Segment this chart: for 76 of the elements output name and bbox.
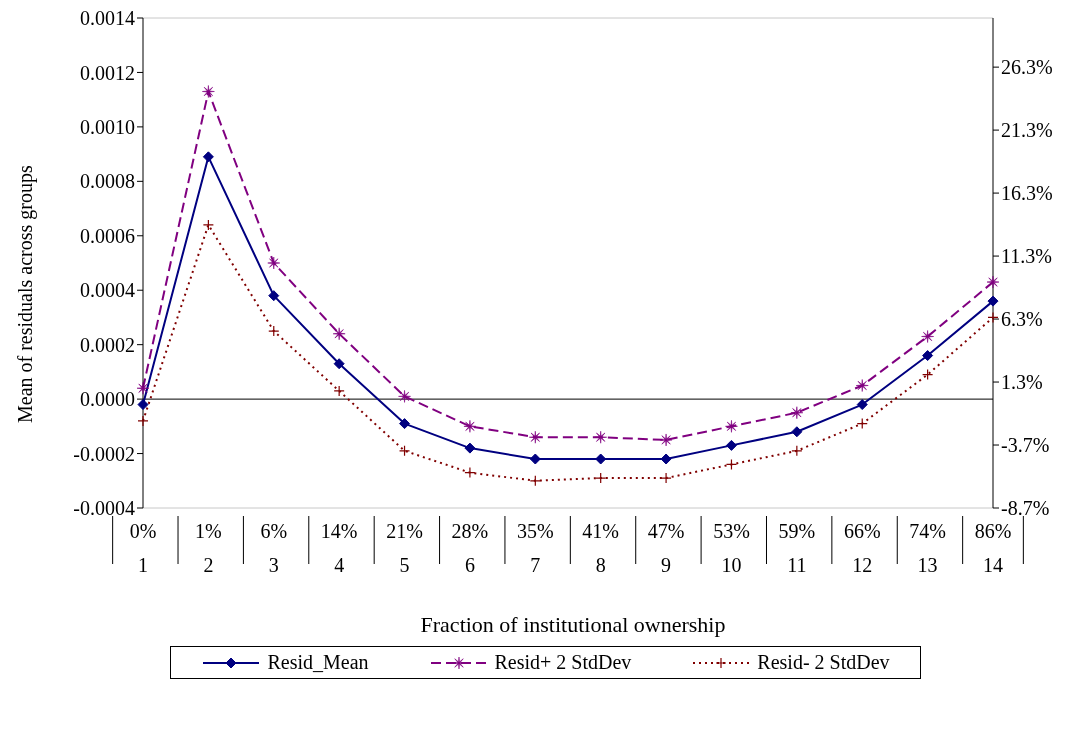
- point: [791, 426, 803, 438]
- point: [399, 418, 411, 430]
- y-tick-label: 0.0010: [80, 115, 135, 138]
- y-tick-label: -0.0004: [73, 497, 135, 520]
- y2-tick-label: -8.7%: [1001, 497, 1050, 520]
- x-tick-label: 35% 7: [516, 520, 554, 576]
- point: [725, 458, 738, 471]
- x-tick-label: 28% 6: [451, 520, 489, 576]
- point: [725, 439, 737, 451]
- x-tick-label: 59% 11: [778, 520, 816, 576]
- x-tick-label: 41% 8: [582, 520, 620, 576]
- point: [856, 418, 868, 430]
- y2-tick-label: 11.3%: [1001, 245, 1052, 268]
- y-tick-label: -0.0002: [73, 442, 135, 465]
- x-axis-title: Fraction of institutional ownership: [419, 612, 727, 638]
- point: [464, 442, 476, 454]
- point: [333, 358, 345, 370]
- point: [595, 472, 607, 484]
- y-tick-label: 0.0002: [80, 333, 135, 356]
- x-tick-label: 74% 13: [909, 520, 946, 576]
- point: [268, 325, 280, 337]
- point: [332, 327, 346, 341]
- y2-tick-label: 26.3%: [1001, 56, 1053, 79]
- y2-tick-label: 16.3%: [1001, 182, 1053, 205]
- point: [791, 445, 803, 457]
- y2-tick-label: -3.7%: [1001, 434, 1050, 457]
- y-tick-label: 0.0008: [80, 170, 135, 193]
- point: [398, 390, 411, 403]
- y-tick-label: 0.0012: [80, 61, 135, 84]
- point: [987, 295, 999, 307]
- point: [333, 385, 345, 397]
- x-tick-label: 0% 1: [129, 520, 157, 576]
- point: [529, 453, 541, 465]
- point: [921, 330, 934, 343]
- legend-label: Resid_Mean: [267, 651, 369, 674]
- legend-label: Resid- 2 StdDev: [757, 651, 890, 674]
- x-tick-label: 86% 14: [974, 520, 1012, 576]
- point: [922, 350, 934, 362]
- point: [659, 433, 673, 447]
- point: [790, 406, 804, 420]
- point: [529, 430, 542, 444]
- x-tick-label: 66% 12: [843, 520, 881, 576]
- point: [202, 151, 214, 163]
- y2-tick-label: 1.3%: [1001, 371, 1043, 394]
- point: [202, 85, 215, 98]
- point: [137, 415, 149, 427]
- y2-tick-label: 6.3%: [1001, 308, 1043, 331]
- y2-tick-label: 21.3%: [1001, 119, 1053, 142]
- y-tick-label: 0.0014: [80, 7, 135, 30]
- point: [725, 420, 738, 433]
- point: [136, 381, 150, 395]
- point: [267, 256, 281, 270]
- point: [922, 369, 934, 381]
- point: [464, 467, 476, 479]
- point: [987, 311, 999, 324]
- legend-label: Resid+ 2 StdDev: [494, 651, 632, 674]
- x-tick-label: 14% 4: [320, 520, 358, 576]
- point: [660, 472, 672, 484]
- y-axis-title: Mean of residuals across groups: [14, 165, 38, 423]
- point: [594, 430, 607, 444]
- point: [398, 445, 411, 457]
- point: [986, 275, 1000, 289]
- point: [463, 420, 477, 433]
- y-tick-label: 0.0006: [80, 224, 135, 247]
- point: [855, 379, 869, 392]
- point: [856, 399, 868, 411]
- y-tick-label: 0.0004: [80, 279, 135, 302]
- point: [202, 219, 214, 231]
- x-tick-label: 21% 5: [386, 520, 423, 576]
- y-tick-label: 0.0000: [80, 388, 135, 411]
- x-tick-label: 47% 9: [647, 520, 685, 576]
- x-tick-label: 53% 10: [713, 520, 750, 576]
- x-tick-label: 6% 3: [260, 520, 288, 576]
- point: [529, 475, 541, 487]
- point: [268, 290, 280, 302]
- x-tick-label: 1% 2: [195, 520, 222, 576]
